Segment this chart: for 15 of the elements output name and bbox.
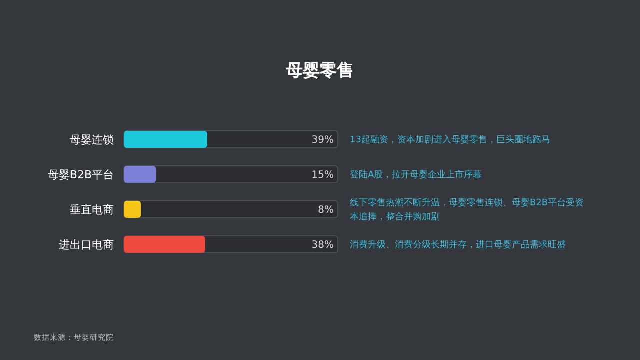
y-tick-label: 母婴连锁 [70,133,114,146]
data-label: 39% [312,135,334,146]
chart-title: 母婴零售 [285,61,354,81]
y-tick-label: 垂直电商 [70,203,114,216]
bar [124,201,142,218]
y-tick-label: 母婴B2B平台 [48,168,114,182]
y-tick-label: 进出口电商 [59,238,114,252]
data-label: 38% [312,240,334,251]
text: 登陆A股，拉开母婴企业上市序幕 [350,170,482,181]
bar [124,166,156,183]
data-label: 15% [312,170,334,181]
text: 消费升级、消费分级长期并存，进口母婴产品需求旺盛 [350,240,566,251]
text: 13起融资，资本加剧进入母婴零售，巨头圈地跑马 [350,134,550,146]
data-label: 8% [318,205,334,216]
text: 线下零售热潮不断升温，母婴零售连锁、母婴B2B平台受资本追捧，整合并购加剧 [350,198,584,223]
